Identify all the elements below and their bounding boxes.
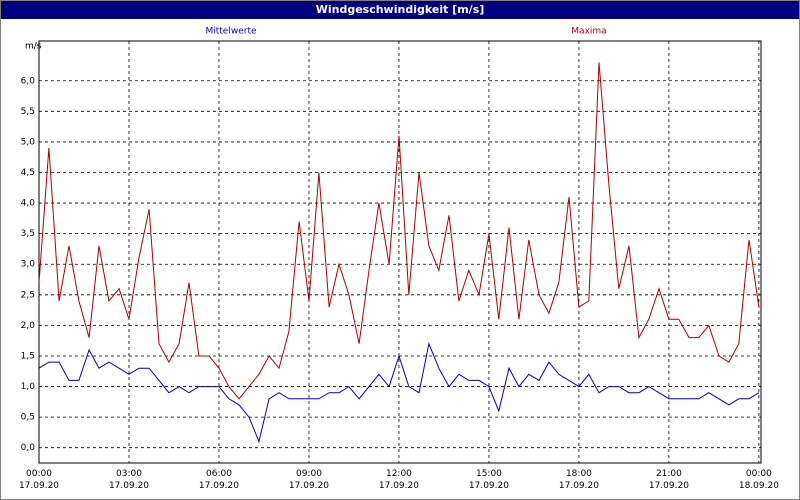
y-tick-label: 6,0	[21, 76, 36, 86]
x-tick-label: 15:00 17.09.20	[468, 469, 509, 491]
legend-label: Mittelwerte	[205, 27, 256, 37]
chart-title: Windgeschwindigkeit [m/s]	[1, 1, 799, 19]
y-tick-label: 1,5	[21, 351, 35, 361]
y-tick-label: 2,5	[21, 290, 35, 300]
y-tick-label: 0,5	[21, 413, 35, 423]
x-tick-label: 00:00 18.09.20	[738, 469, 779, 491]
y-tick-label: 4,0	[21, 199, 36, 209]
y-tick-label: 5,5	[21, 107, 35, 117]
y-tick-label: 3,5	[21, 229, 35, 239]
x-tick-label: 21:00 17.09.20	[648, 469, 689, 491]
x-tick-label: 18:00 17.09.20	[558, 469, 599, 491]
data-line	[38, 341, 760, 444]
y-tick-label: 3,0	[21, 260, 36, 270]
y-tick-label: 1,0	[21, 382, 36, 392]
data-line	[38, 62, 760, 400]
x-tick-label: 03:00 17.09.20	[108, 469, 150, 491]
y-unit: m/s	[25, 42, 42, 52]
plot-frame	[38, 40, 762, 464]
x-tick-label: 09:00 17.09.20	[288, 469, 329, 491]
x-tick-label: 00:00 17.09.20	[18, 469, 60, 491]
x-tick-label: 12:00 17.09.20	[378, 469, 419, 491]
legend-label: Maxima	[571, 27, 606, 37]
x-tick-label: 06:00 17.09.20	[198, 469, 239, 491]
y-tick-label: 2,0	[21, 321, 36, 331]
y-tick-label: 0,0	[21, 443, 36, 453]
y-tick-label: 4,5	[21, 168, 35, 178]
y-tick-label: 5,0	[21, 137, 36, 147]
